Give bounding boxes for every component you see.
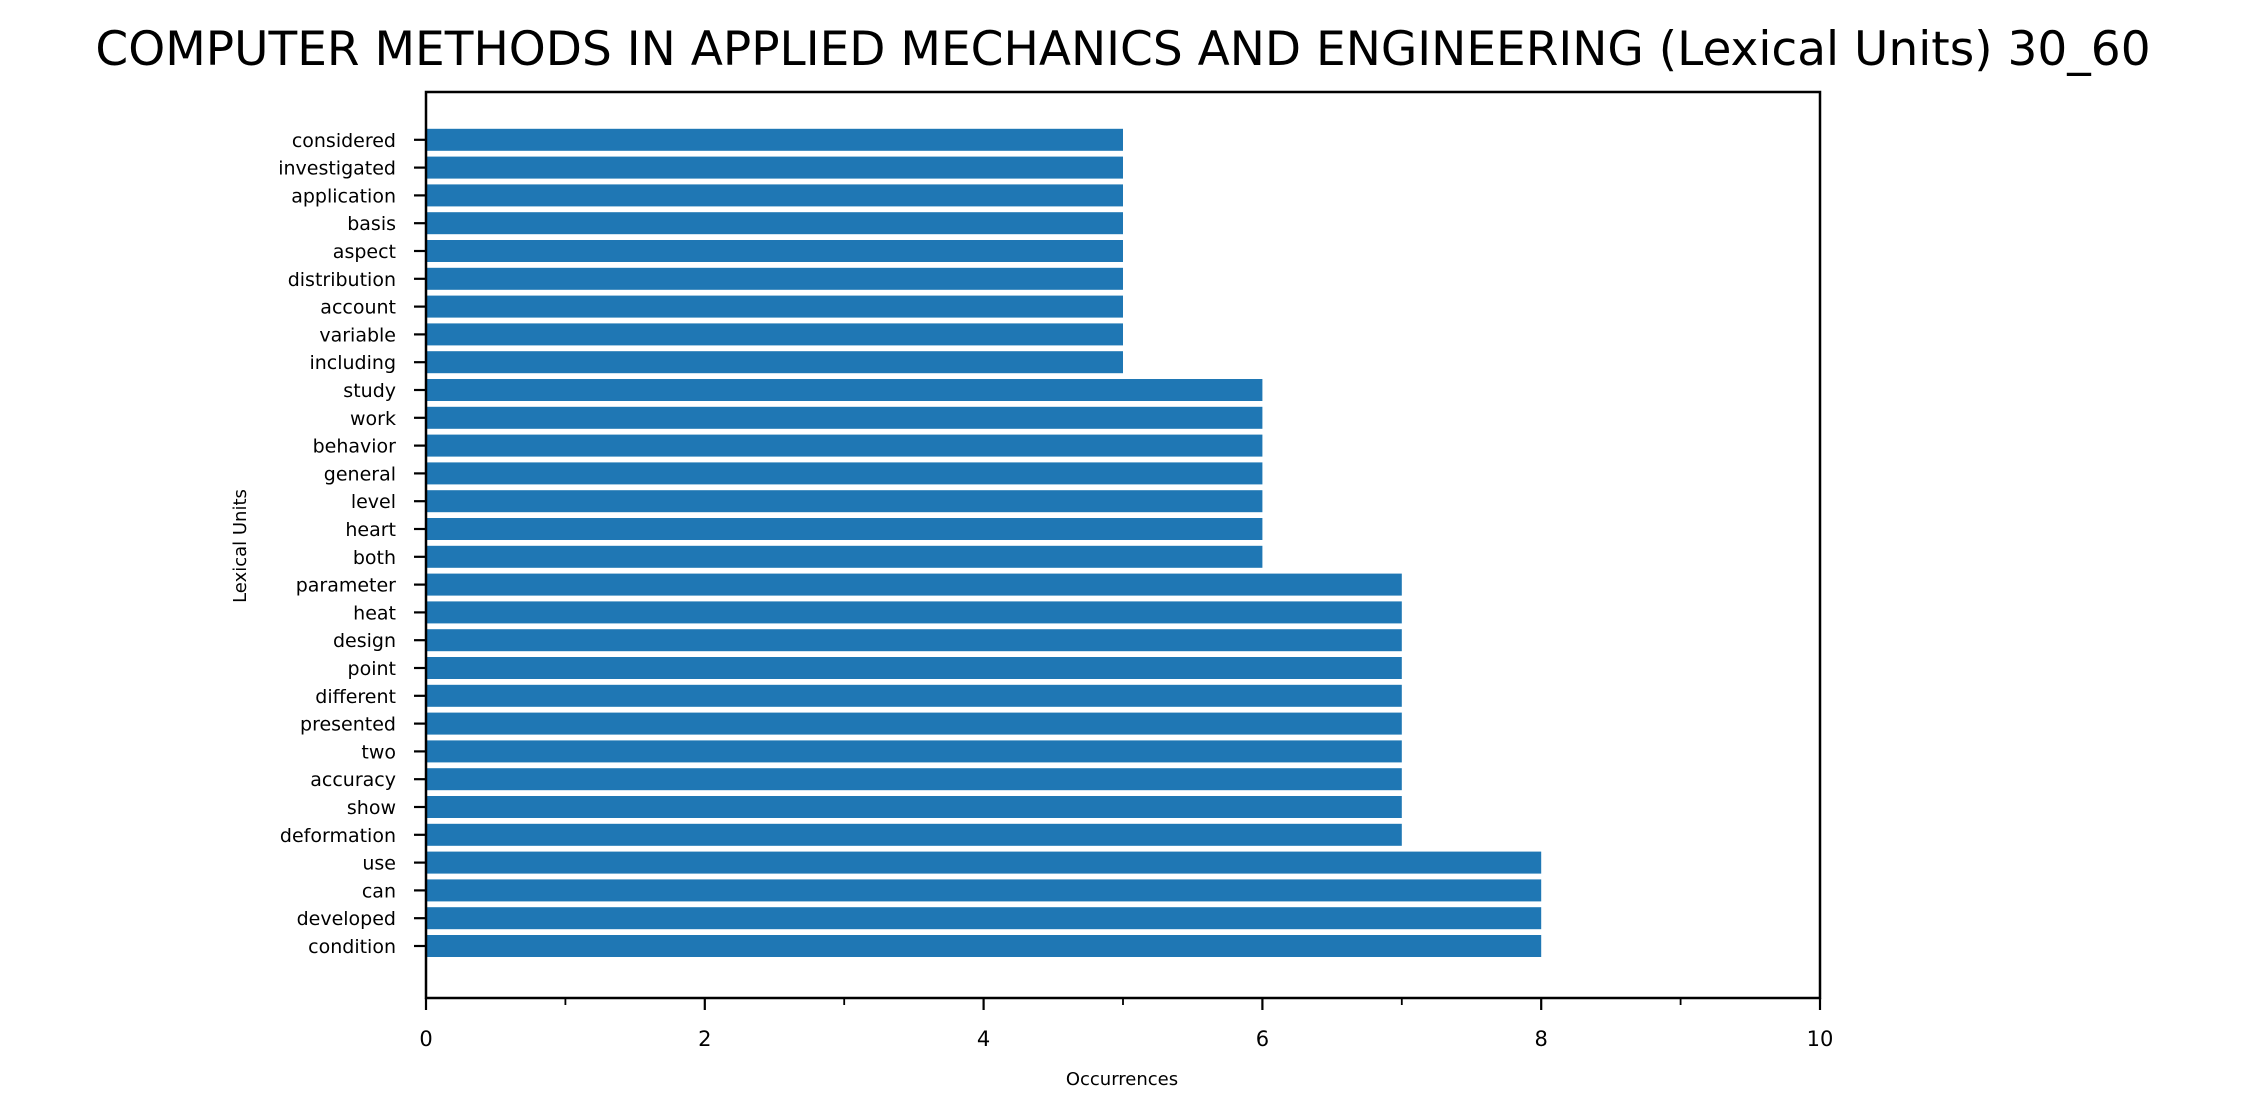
bar-deformation <box>426 823 1402 846</box>
y-tick-label: variable <box>319 324 396 346</box>
y-tick-label: different <box>315 686 396 708</box>
bar-distribution <box>426 267 1123 290</box>
bar-variable <box>426 323 1123 346</box>
bar-application <box>426 184 1123 207</box>
bar-including <box>426 351 1123 374</box>
bar-presented <box>426 712 1402 735</box>
x-tick-label: 8 <box>1535 1027 1548 1051</box>
bar-can <box>426 879 1542 902</box>
y-tick-label: can <box>362 880 396 902</box>
bar-parameter <box>426 573 1402 596</box>
x-tick-label: 2 <box>698 1027 711 1051</box>
y-tick-label: design <box>333 630 396 652</box>
x-tick-label: 10 <box>1807 1027 1834 1051</box>
bar-accuracy <box>426 768 1402 791</box>
y-tick-label: point <box>348 658 396 680</box>
y-axis-label: Lexical Units <box>230 489 251 603</box>
y-tick-label: basis <box>347 213 396 235</box>
y-tick-label: heat <box>353 602 396 624</box>
bars-group <box>426 128 1542 957</box>
bar-level <box>426 490 1263 513</box>
y-tick-label: including <box>309 352 396 374</box>
y-tick-label: heart <box>345 519 396 541</box>
y-tick-label: considered <box>292 130 396 152</box>
bar-point <box>426 657 1402 679</box>
y-tick-label: use <box>362 853 396 875</box>
x-tick-label: 6 <box>1256 1027 1269 1051</box>
bar-use <box>426 851 1542 874</box>
bar-considered <box>426 128 1123 151</box>
y-tick-label: accuracy <box>310 769 396 791</box>
bar-investigated <box>426 156 1123 179</box>
bar-heart <box>426 518 1263 540</box>
x-axis-label: Occurrences <box>1066 1069 1178 1090</box>
bar-study <box>426 379 1263 401</box>
y-tick-label: both <box>353 547 396 569</box>
x-tick-label: 4 <box>977 1027 990 1051</box>
bar-general <box>426 462 1263 485</box>
bar-different <box>426 684 1402 707</box>
bar-behavior <box>426 434 1263 457</box>
y-tick-label: aspect <box>333 241 396 263</box>
y-tick-label: application <box>291 185 396 207</box>
y-tick-label: work <box>350 408 396 430</box>
bar-basis <box>426 212 1123 235</box>
bar-design <box>426 629 1402 652</box>
y-tick-label: level <box>351 491 396 513</box>
bar-two <box>426 740 1402 763</box>
bar-heat <box>426 601 1402 624</box>
bar-both <box>426 545 1263 568</box>
y-tick-label: two <box>361 741 396 763</box>
bar-aspect <box>426 240 1123 262</box>
y-tick-label: parameter <box>296 575 396 597</box>
bar-show <box>426 796 1402 818</box>
y-tick-label: condition <box>308 936 396 958</box>
plot-frame <box>424 90 1822 1000</box>
y-tick-label: distribution <box>288 269 396 291</box>
y-tick-label: deformation <box>280 825 396 847</box>
y-tick-label: behavior <box>313 436 397 458</box>
x-ticks-group: 0 2 4 6 8 10 <box>419 998 1833 1051</box>
y-tick-label: developed <box>297 908 396 930</box>
y-tick-label: account <box>320 297 396 319</box>
x-tick-label: 0 <box>419 1027 432 1051</box>
bar-developed <box>426 907 1542 930</box>
bar-account <box>426 295 1123 318</box>
chart-title: COMPUTER METHODS IN APPLIED MECHANICS AN… <box>95 22 2150 77</box>
bar-work <box>426 406 1263 429</box>
y-tick-label: show <box>347 797 396 819</box>
y-ticks-group: condition developed can use deformation show a… <box>278 130 426 958</box>
y-tick-label: study <box>343 380 396 402</box>
y-tick-label: presented <box>300 714 396 736</box>
y-tick-label: investigated <box>278 158 396 180</box>
y-tick-label: general <box>324 463 396 485</box>
bar-condition <box>426 935 1542 957</box>
